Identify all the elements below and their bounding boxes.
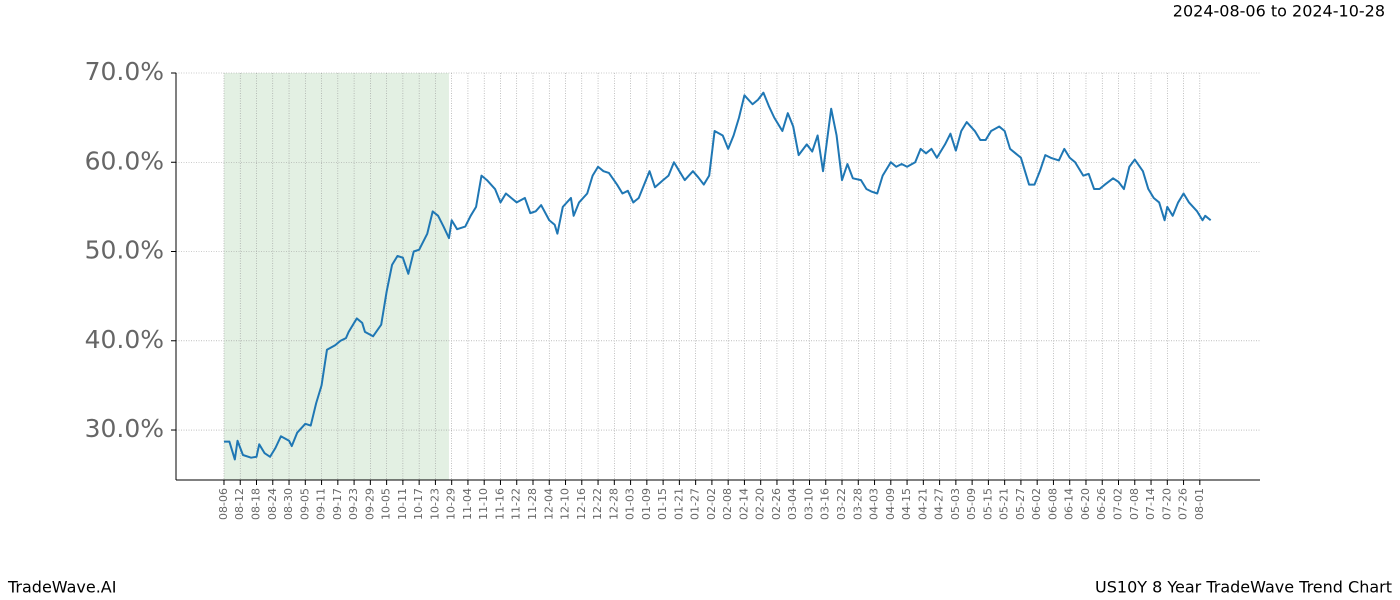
x-tick-label: 10-29 [445,488,458,520]
x-tick-label: 07-02 [1112,488,1125,520]
x-tick-label: 05-03 [949,488,962,520]
x-tick-label: 08-24 [266,488,279,520]
x-tick-label: 05-21 [998,488,1011,520]
x-tick-label: 10-17 [412,488,425,520]
x-tick-label: 09-23 [347,488,360,520]
x-tick-label: 07-26 [1177,488,1190,520]
y-tick-label: 50.0% [85,236,164,265]
x-tick-label: 03-22 [835,488,848,520]
x-tick-label: 12-04 [542,488,555,520]
x-tick-label: 11-04 [461,488,474,520]
x-tick-label: 10-23 [428,488,441,520]
x-tick-label: 04-27 [933,488,946,520]
line-series [223,91,1212,461]
x-tick-label: 07-08 [1128,488,1141,520]
x-tick-label: 12-10 [559,488,572,520]
y-tick-label: 60.0% [85,146,164,175]
x-tick-label: 07-20 [1160,488,1173,520]
y-tick-label: 40.0% [85,325,164,354]
x-tick-label: 10-05 [380,488,393,520]
x-tick-label: 06-20 [1079,488,1092,520]
x-tick-label: 06-26 [1095,488,1108,520]
x-tick-label: 03-28 [851,488,864,520]
y-tick-label: 70.0% [85,57,164,86]
x-tick-label: 03-10 [802,488,815,520]
x-tick-label: 08-30 [282,488,295,520]
x-tick-label: 03-04 [786,488,799,520]
x-tick-label: 04-21 [916,488,929,520]
x-tick-label: 04-03 [868,488,881,520]
y-tick-label: 30.0% [85,414,164,443]
x-tick-label: 08-06 [217,488,230,520]
x-tick-label: 05-15 [981,488,994,520]
x-tick-label: 01-15 [656,488,669,520]
x-tick-label: 11-16 [493,488,506,520]
x-tick-label: 04-15 [900,488,913,520]
x-tick-label: 02-26 [770,488,783,520]
x-tick-label: 11-10 [477,488,490,520]
x-tick-label: 02-14 [737,488,750,520]
x-tick-label: 07-14 [1144,488,1157,520]
x-tick-label: 01-09 [640,488,653,520]
x-tick-label: 12-16 [575,488,588,520]
x-tick-label: 08-12 [233,488,246,520]
x-tick-label: 01-27 [689,488,702,520]
x-tick-label: 10-11 [396,488,409,520]
x-tick-label: 02-20 [754,488,767,520]
x-tick-label: 09-29 [363,488,376,520]
x-tick-label: 05-09 [965,488,978,520]
x-tick-label: 11-28 [526,488,539,520]
x-tick-label: 06-02 [1030,488,1043,520]
x-tick-label: 11-22 [510,488,523,520]
x-tick-label: 01-03 [624,488,637,520]
x-tick-label: 05-27 [1014,488,1027,520]
x-tick-label: 04-09 [884,488,897,520]
x-tick-label: 08-18 [250,488,263,520]
x-tick-label: 12-22 [591,488,604,520]
chart-title: 2024-08-06 to 2024-10-28 [1173,2,1385,21]
x-tick-label: 08-01 [1193,488,1206,520]
x-tick-label: 03-16 [819,488,832,520]
x-tick-label: 02-08 [721,488,734,520]
x-tick-label: 12-28 [607,488,620,520]
shaded-range [223,73,449,480]
x-tick-label: 02-02 [705,488,718,520]
x-tick-label: 01-21 [672,488,685,520]
x-tick-label: 09-05 [298,488,311,520]
footer-left: TradeWave.AI [7,578,116,597]
x-tick-label: 09-11 [315,488,328,520]
footer-right: US10Y 8 Year TradeWave Trend Chart [1095,578,1392,597]
x-tick-label: 06-14 [1063,488,1076,520]
x-tick-label: 06-08 [1046,488,1059,520]
x-tick-label: 09-17 [331,488,344,520]
